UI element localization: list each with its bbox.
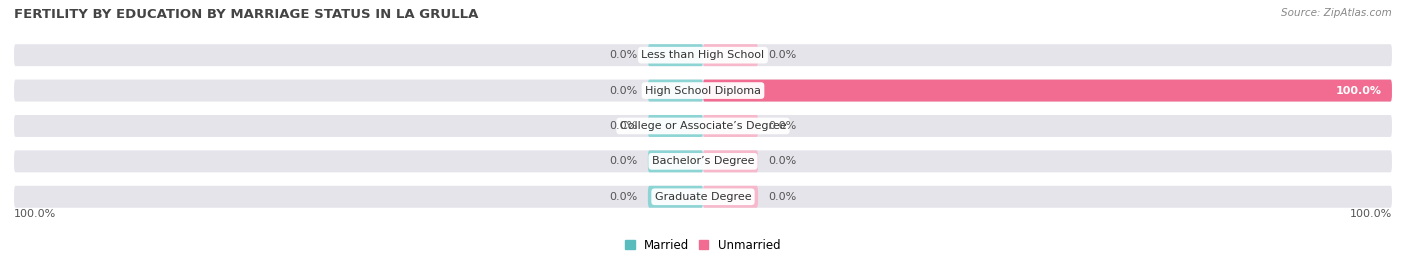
Text: 0.0%: 0.0%	[609, 85, 637, 96]
FancyBboxPatch shape	[14, 150, 1392, 172]
FancyBboxPatch shape	[703, 186, 758, 208]
FancyBboxPatch shape	[703, 150, 758, 172]
Text: 0.0%: 0.0%	[769, 192, 797, 202]
Text: College or Associate’s Degree: College or Associate’s Degree	[620, 121, 786, 131]
Text: 0.0%: 0.0%	[769, 121, 797, 131]
Text: Bachelor’s Degree: Bachelor’s Degree	[652, 156, 754, 166]
Text: 100.0%: 100.0%	[1336, 85, 1382, 96]
Text: 0.0%: 0.0%	[769, 156, 797, 166]
Text: FERTILITY BY EDUCATION BY MARRIAGE STATUS IN LA GRULLA: FERTILITY BY EDUCATION BY MARRIAGE STATU…	[14, 8, 478, 21]
FancyBboxPatch shape	[703, 44, 758, 66]
Legend: Married, Unmarried: Married, Unmarried	[621, 235, 785, 255]
FancyBboxPatch shape	[14, 115, 1392, 137]
Text: 100.0%: 100.0%	[1350, 209, 1392, 219]
Text: Less than High School: Less than High School	[641, 50, 765, 60]
Text: 0.0%: 0.0%	[769, 50, 797, 60]
FancyBboxPatch shape	[703, 115, 758, 137]
Text: High School Diploma: High School Diploma	[645, 85, 761, 96]
Text: 0.0%: 0.0%	[609, 192, 637, 202]
Text: 0.0%: 0.0%	[609, 121, 637, 131]
FancyBboxPatch shape	[648, 150, 703, 172]
Text: Source: ZipAtlas.com: Source: ZipAtlas.com	[1281, 8, 1392, 18]
FancyBboxPatch shape	[648, 44, 703, 66]
Text: Graduate Degree: Graduate Degree	[655, 192, 751, 202]
FancyBboxPatch shape	[648, 115, 703, 137]
FancyBboxPatch shape	[14, 186, 1392, 208]
Text: 0.0%: 0.0%	[609, 50, 637, 60]
FancyBboxPatch shape	[14, 80, 1392, 102]
FancyBboxPatch shape	[703, 80, 1392, 102]
Text: 0.0%: 0.0%	[609, 156, 637, 166]
FancyBboxPatch shape	[648, 80, 703, 102]
Text: 100.0%: 100.0%	[14, 209, 56, 219]
FancyBboxPatch shape	[648, 186, 703, 208]
FancyBboxPatch shape	[14, 44, 1392, 66]
